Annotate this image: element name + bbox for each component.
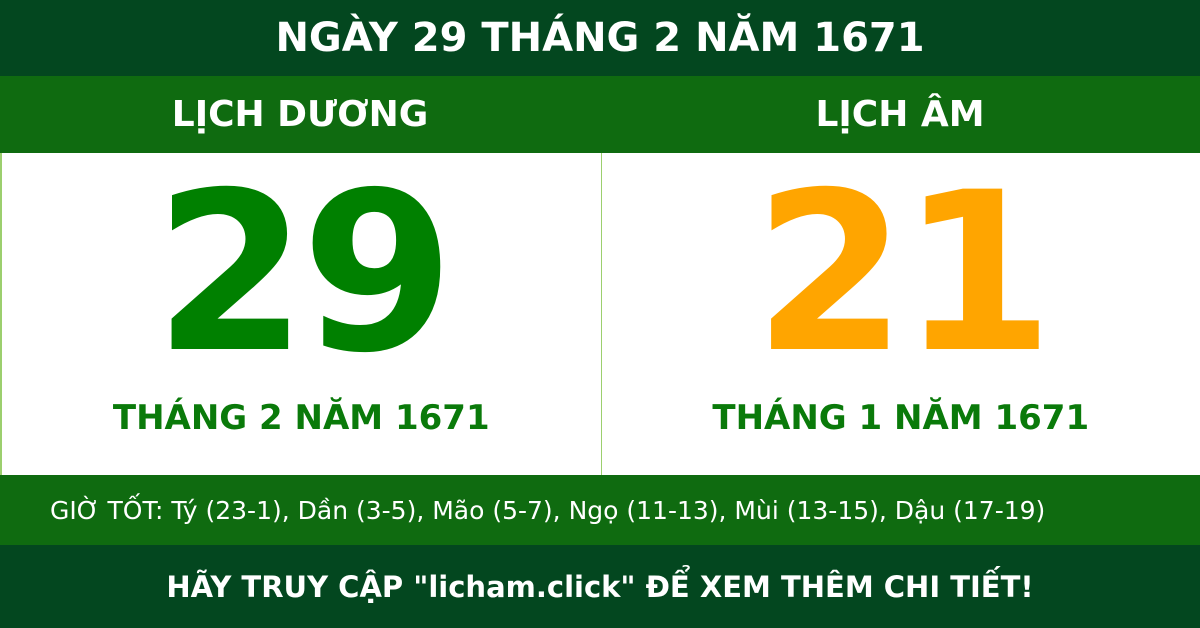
solar-column: 29 THÁNG 2 NĂM 1671: [2, 153, 601, 475]
page-title: NGÀY 29 THÁNG 2 NĂM 1671: [0, 0, 1200, 76]
solar-month-year: THÁNG 2 NĂM 1671: [112, 398, 490, 438]
lunar-month-year: THÁNG 1 NĂM 1671: [712, 398, 1090, 438]
lunar-label: LỊCH ÂM: [815, 94, 985, 135]
calendar-body: 29 THÁNG 2 NĂM 1671 21 THÁNG 1 NĂM 1671: [0, 153, 1200, 475]
footer-cta: HÃY TRUY CẬP "licham.click" ĐỂ XEM THÊM …: [0, 545, 1200, 628]
lunar-column: 21 THÁNG 1 NĂM 1671: [600, 145, 1200, 475]
solar-day: 29: [154, 145, 454, 401]
good-hours: GIỜ TỐT: Tý (23-1), Dần (3-5), Mão (5-7)…: [0, 475, 1200, 545]
solar-label: LỊCH DƯƠNG: [171, 94, 429, 135]
lunar-day: 21: [753, 145, 1054, 401]
calendar-headers: LỊCH DƯƠNG LỊCH ÂM: [0, 76, 1200, 153]
